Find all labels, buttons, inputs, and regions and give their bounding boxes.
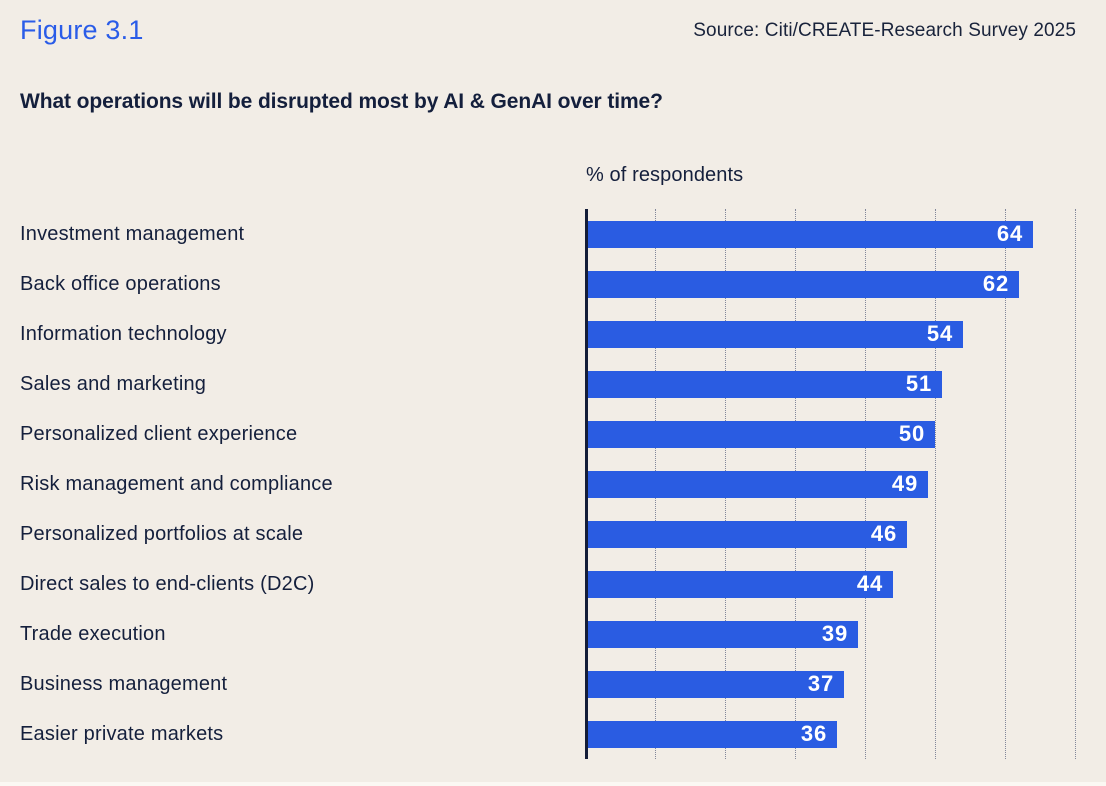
bar-value-label: 54 — [926, 321, 953, 346]
category-label: Personalized portfolios at scale — [20, 522, 304, 545]
gridline — [1075, 209, 1076, 759]
bar-row: 46 — [585, 509, 1085, 559]
bar: 39 — [585, 620, 858, 648]
category-label: Easier private markets — [20, 722, 224, 745]
bar: 54 — [585, 320, 963, 348]
gridline — [1005, 209, 1006, 759]
bar: 51 — [585, 370, 942, 398]
bar: 50 — [585, 420, 935, 448]
bar-row: 54 — [585, 309, 1085, 359]
category-label: Information technology — [20, 322, 227, 345]
bar-row: 39 — [585, 609, 1085, 659]
bar-row: 51 — [585, 359, 1085, 409]
source-citation: Source: Citi/CREATE-Research Survey 2025 — [693, 20, 1076, 41]
bars-column: 64 62 54 51 50 49 46 44 39 37 36 — [585, 209, 1085, 759]
category-label: Direct sales to end-clients (D2C) — [20, 572, 315, 595]
bar-value-label: 44 — [856, 571, 883, 596]
bar-row: 50 — [585, 409, 1085, 459]
bar: 46 — [585, 520, 907, 548]
bar: 36 — [585, 720, 837, 748]
y-axis-line — [585, 209, 588, 759]
bar-row: 36 — [585, 709, 1085, 759]
bar-row: 49 — [585, 459, 1085, 509]
chart-title: What operations will be disrupted most b… — [20, 90, 663, 113]
category-label: Personalized client experience — [20, 422, 298, 445]
category-label: Trade execution — [20, 622, 166, 645]
bar-value-label: 51 — [905, 371, 932, 396]
gridline — [935, 209, 936, 759]
bar-value-label: 64 — [996, 221, 1023, 246]
bar-value-label: 49 — [891, 471, 918, 496]
bar: 49 — [585, 470, 928, 498]
category-label: Investment management — [20, 222, 245, 245]
bar: 44 — [585, 570, 893, 598]
bar-row: 64 — [585, 209, 1085, 259]
bar-row: 44 — [585, 559, 1085, 609]
figure-header: Figure 3.1 Source: Citi/CREATE-Research … — [0, 0, 1106, 47]
bar: 64 — [585, 220, 1033, 248]
bar: 62 — [585, 270, 1019, 298]
bar-row: 37 — [585, 659, 1085, 709]
bar-row: 62 — [585, 259, 1085, 309]
bar-chart: Investment management Back office operati… — [0, 209, 1106, 759]
category-label: Back office operations — [20, 272, 221, 295]
category-labels-column: Investment management Back office operati… — [0, 209, 585, 759]
plot-area: 64 62 54 51 50 49 46 44 39 37 36 — [585, 209, 1085, 759]
bar-value-label: 46 — [870, 521, 897, 546]
bar-value-label: 50 — [898, 421, 925, 446]
bar-value-label: 39 — [821, 621, 848, 646]
bar-value-label: 62 — [982, 271, 1009, 296]
bar-value-label: 36 — [800, 721, 827, 746]
figure-number-label: Figure 3.1 — [20, 15, 144, 45]
bar: 37 — [585, 670, 844, 698]
category-label: Risk management and compliance — [20, 472, 333, 495]
axis-title: % of respondents — [586, 164, 744, 186]
category-label: Business management — [20, 672, 228, 695]
page-edge-strip — [0, 782, 1106, 786]
bar-value-label: 37 — [807, 671, 834, 696]
category-label: Sales and marketing — [20, 372, 207, 395]
